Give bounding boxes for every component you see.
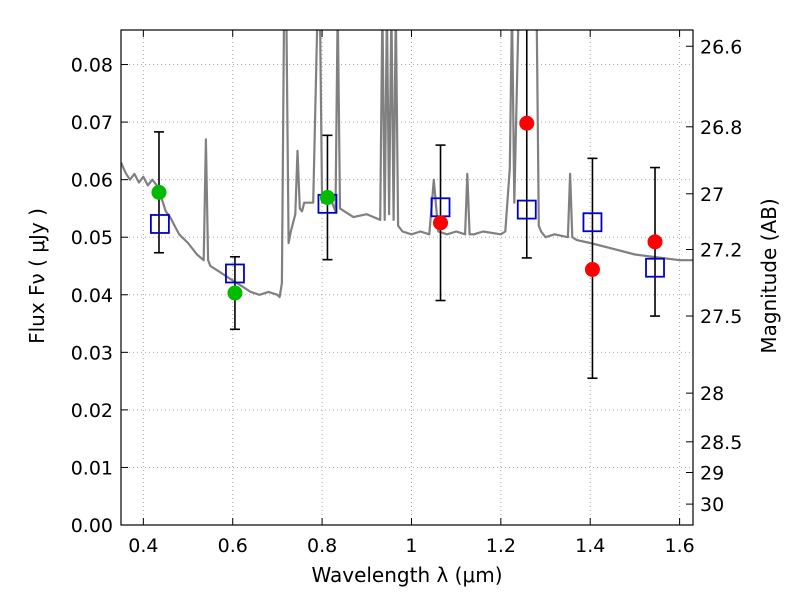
right-tick-label: 28 [700, 383, 724, 405]
x-tick-label: 1 [405, 535, 417, 557]
right-tick-label: 27.2 [700, 240, 742, 262]
x-tick-label: 0.4 [128, 535, 158, 557]
plot-frame [120, 29, 694, 526]
right-tick-labels: 26.6 26.8 27 27.2 27.5 28 28.5 29 30 [700, 36, 742, 516]
right-tick-label: 29 [700, 463, 724, 485]
y-tick-label: 0.06 [71, 170, 113, 192]
model-photometry-point [582, 212, 603, 233]
right-tick-label: 30 [700, 494, 724, 516]
detection-point [319, 189, 335, 205]
x-tick-label: 0.8 [307, 535, 337, 557]
y-tick-label: 0.05 [71, 227, 113, 249]
grid [121, 30, 693, 525]
y-tick-label: 0.03 [71, 342, 113, 364]
model-spectrum-layer [121, 30, 693, 299]
upper-limit-point [647, 234, 663, 250]
x-tick-labels: 0.4 0.6 0.8 1 1.2 1.4 1.6 [128, 535, 694, 557]
x-tick-label: 1.4 [575, 535, 605, 557]
spectrum-line [121, 30, 693, 299]
right-tick-label: 28.5 [700, 432, 742, 454]
model-photometry-point [645, 257, 665, 278]
x-axis-title: Wavelength λ (μm) [311, 563, 502, 587]
y-tick-label: 0.00 [71, 515, 113, 537]
y-tick-label: 0.02 [71, 400, 113, 422]
upper-limit-point [433, 215, 449, 231]
y-axis-title-left: Flux Fν ( μJy ) [25, 208, 49, 344]
observed-photometry-layer [151, 115, 663, 301]
model-photometry-point [149, 214, 170, 234]
upper-limit-point [584, 261, 600, 277]
y-tick-label: 0.01 [71, 457, 113, 479]
detection-point [227, 285, 243, 301]
y-tick-labels: 0.00 0.01 0.02 0.03 0.04 0.05 0.06 0.07 0.08 [71, 55, 113, 537]
y-tick-label: 0.08 [71, 55, 113, 77]
x-tick-label: 1.6 [664, 535, 694, 557]
model-photometry-point [225, 263, 245, 284]
errorbar-layer [153, 30, 661, 380]
detection-point [151, 184, 167, 200]
y-tick-label: 0.04 [71, 285, 113, 307]
x-tick-label: 0.6 [218, 535, 248, 557]
y-axis-title-right: Magnitude (AB) [757, 198, 781, 353]
upper-limit-point [519, 115, 535, 131]
right-tick-label: 26.6 [700, 36, 742, 58]
right-tick-label: 27.5 [700, 306, 742, 328]
right-tick-label: 27 [700, 184, 724, 206]
right-tick-label: 26.8 [700, 117, 742, 139]
y-tick-label: 0.07 [71, 112, 113, 134]
model-photometry-point [516, 199, 537, 220]
ticks [121, 30, 693, 526]
x-tick-label: 1.2 [486, 535, 516, 557]
